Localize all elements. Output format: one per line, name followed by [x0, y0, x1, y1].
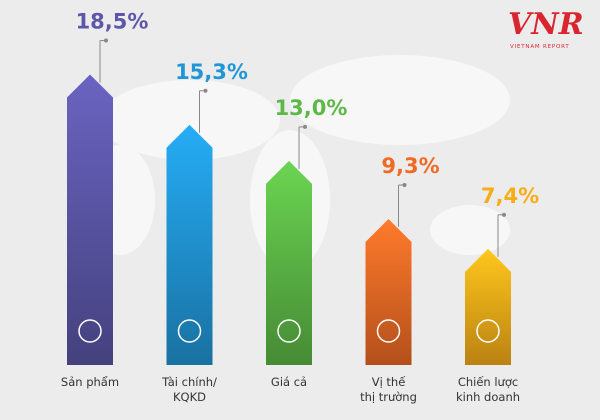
category-label: Tài chính/ KQKD [162, 375, 217, 404]
category-label: Sản phẩm [60, 375, 120, 389]
leader-dot [303, 124, 307, 129]
leader-dot [104, 38, 108, 43]
icon [177, 319, 202, 343]
value-label: 18,5% [76, 10, 149, 34]
icon [476, 319, 500, 343]
bar [365, 218, 412, 365]
leader-dot [203, 88, 208, 93]
bar [67, 74, 113, 366]
category-label: Giá cả [270, 375, 308, 389]
category-label: Chiến lược kinh doanh [455, 375, 521, 404]
category-label: Vị thế thị trường [360, 375, 417, 404]
logo-mark: VNR [508, 7, 584, 42]
icon [78, 319, 102, 343]
bar [266, 160, 312, 365]
value-label: 9,3% [381, 154, 439, 178]
icon [376, 319, 401, 343]
logo-text: VIETNAM REPORT [510, 44, 570, 50]
bar [465, 248, 511, 365]
value-label: 13,0% [275, 96, 348, 120]
leader-dot [502, 212, 506, 217]
value-label: 15,3% [175, 60, 248, 84]
value-label: 7,4% [481, 184, 539, 208]
bar [166, 124, 213, 365]
icon [277, 319, 301, 343]
leader-dot [402, 182, 407, 187]
